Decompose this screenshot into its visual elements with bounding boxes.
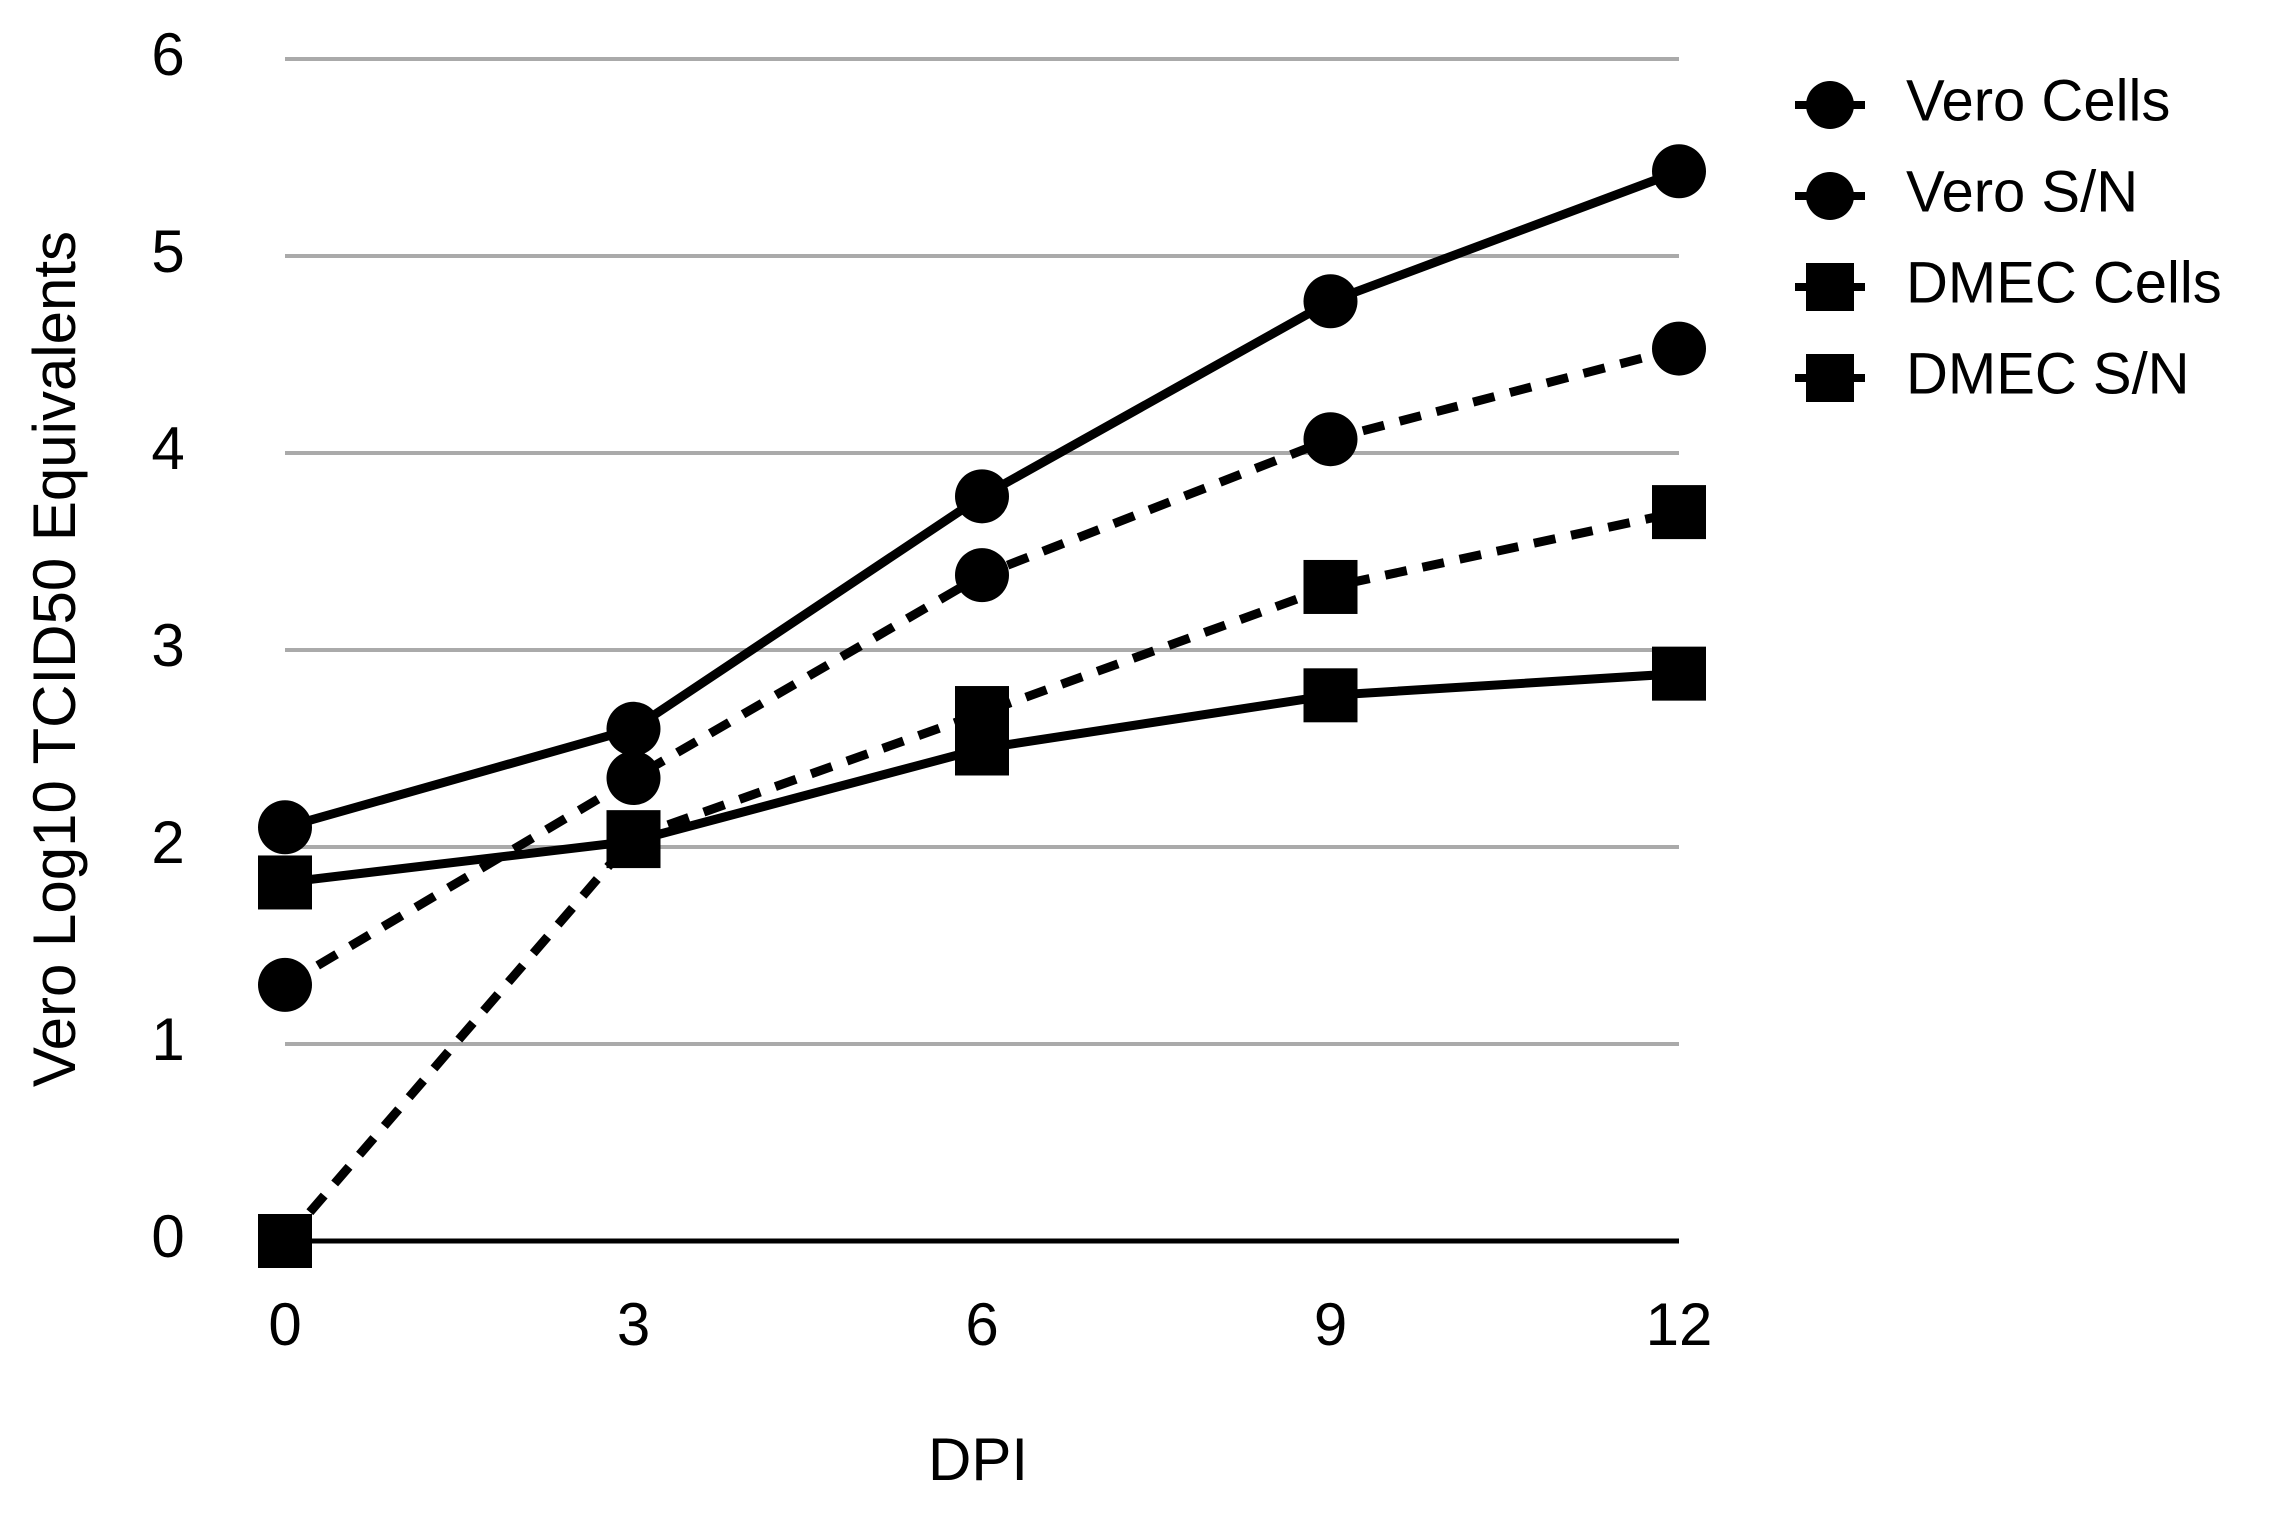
data-point [258, 1214, 312, 1268]
legend-label: DMEC Cells [1906, 250, 2222, 315]
y-tick-label: 1 [151, 1006, 184, 1073]
data-point [606, 701, 661, 756]
data-point [1303, 559, 1358, 614]
data-point [955, 469, 1009, 524]
data-point [258, 800, 312, 855]
y-axis-label: Vero Log10 TCID50 Equivalents [21, 231, 88, 1087]
data-point [955, 548, 1009, 603]
y-tick-label: 5 [151, 218, 184, 285]
data-point [606, 810, 661, 865]
x-tick-label: 9 [1314, 1291, 1347, 1358]
y-tick-label: 6 [151, 21, 184, 88]
x-axis-label: DPI [928, 1426, 1028, 1493]
data-point [1652, 646, 1706, 701]
data-point [1303, 668, 1358, 723]
legend-label: Vero Cells [1906, 68, 2170, 133]
legend-marker [1806, 354, 1854, 402]
data-point [1303, 412, 1358, 467]
data-point [606, 751, 661, 806]
legend-label: DMEC S/N [1906, 341, 2190, 406]
x-tick-label: 6 [965, 1291, 998, 1358]
x-tick-label: 3 [617, 1291, 650, 1358]
data-point [258, 855, 312, 910]
data-point [1652, 485, 1706, 540]
y-tick-label: 4 [151, 415, 184, 482]
legend-marker [1806, 172, 1854, 220]
y-tick-label: 3 [151, 612, 184, 679]
series-line [281, 507, 1680, 1244]
y-tick-label: 2 [151, 809, 184, 876]
data-point [1652, 144, 1706, 199]
x-tick-label: 0 [268, 1291, 301, 1358]
data-point [1303, 274, 1358, 329]
data-point [955, 686, 1009, 741]
legend-label: Vero S/N [1906, 159, 2138, 224]
series-line [282, 344, 1681, 989]
x-tick-label: 12 [1646, 1291, 1713, 1358]
data-point [258, 957, 312, 1012]
y-tick-label: 0 [151, 1203, 184, 1270]
legend-marker [1806, 81, 1854, 129]
data-point [1652, 321, 1706, 376]
legend-marker [1806, 263, 1854, 311]
